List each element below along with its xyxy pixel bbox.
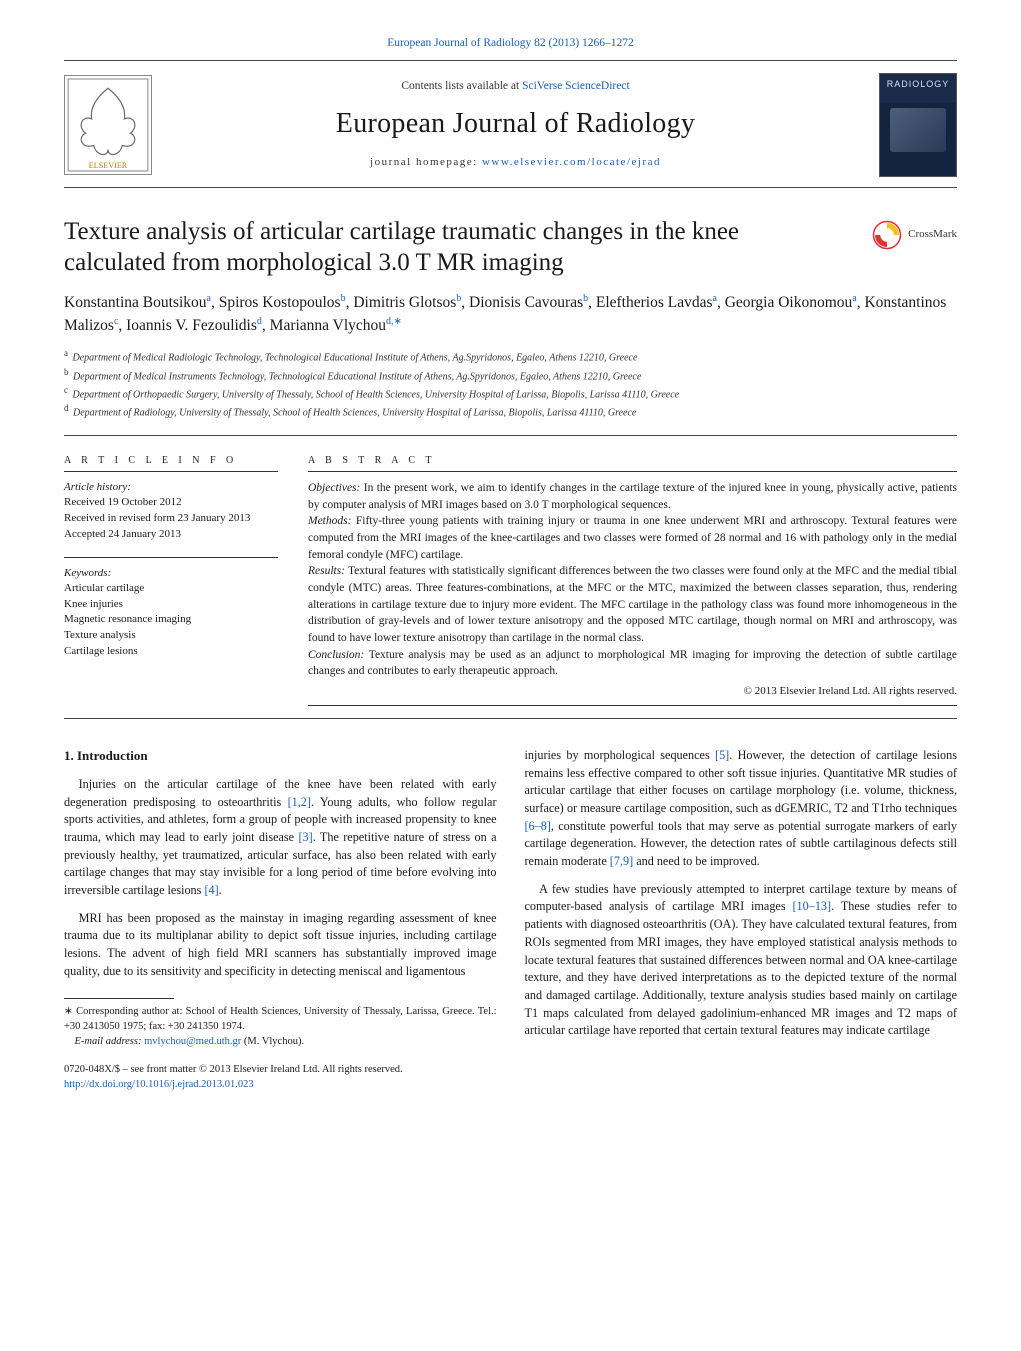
email-suffix: (M. Vlychou). [241,1036,304,1047]
article-title: Texture analysis of articular cartilage … [64,216,824,279]
svg-text:ELSEVIER: ELSEVIER [89,160,128,169]
homepage-link[interactable]: www.elsevier.com/locate/ejrad [482,156,661,168]
keyword-0: Articular cartilage [64,581,278,597]
keywords-block: Keywords: Articular cartilage Knee injur… [64,557,278,661]
ref-4[interactable]: [4] [204,883,218,897]
rule-below-abstract [64,718,957,719]
info-abstract-row: A R T I C L E I N F O Article history: R… [64,454,957,714]
ref-1-2[interactable]: [1,2] [288,795,311,809]
keywords-label: Keywords: [64,566,278,581]
crossmark-badge[interactable]: CrossMark [872,220,957,250]
header-center: Contents lists available at SciVerse Sci… [152,79,879,169]
contents-prefix: Contents lists available at [401,80,522,92]
title-row: Texture analysis of articular cartilage … [64,216,957,279]
objectives-label: Objectives: [308,482,360,494]
body-columns: 1. Introduction Injuries on the articula… [64,747,957,1093]
results-text: Textural features with statistically sig… [308,565,957,644]
intro-para-2: MRI has been proposed as the mainstay in… [64,910,497,981]
keyword-2: Magnetic resonance imaging [64,612,278,628]
rule-top [64,60,957,61]
doi-block: 0720-048X/$ – see front matter © 2013 El… [64,1063,497,1092]
footnote-rule [64,998,174,999]
intro-para-4: A few studies have previously attempted … [525,881,958,1040]
homepage-prefix: journal homepage: [370,156,482,168]
article-info-head: A R T I C L E I N F O [64,454,278,468]
contents-available: Contents lists available at SciVerse Sci… [164,79,867,95]
journal-cover-thumb: RADIOLOGY [879,73,957,177]
rule-above-info [64,435,957,436]
ref-6-8[interactable]: [6–8] [525,819,551,833]
article-info-column: A R T I C L E I N F O Article history: R… [64,454,278,714]
crossmark-label: CrossMark [908,227,957,242]
author-list: Konstantina Boutsikoua, Spiros Kostopoul… [64,292,957,337]
doi-link[interactable]: http://dx.doi.org/10.1016/j.ejrad.2013.0… [64,1079,254,1090]
column-left: 1. Introduction Injuries on the articula… [64,747,497,1093]
affiliation-c: c Department of Orthopaedic Surgery, Uni… [64,384,957,402]
accepted-date: Accepted 24 January 2013 [64,527,278,543]
ref-3[interactable]: [3] [298,830,312,844]
crossmark-icon [872,220,902,250]
history-label: Article history: [64,480,278,495]
abstract-column: A B S T R A C T Objectives: In the prese… [308,454,957,714]
methods-text: Fifty-three young patients with training… [308,515,957,560]
methods-label: Methods: [308,515,351,527]
footnote-text: Corresponding author at: School of Healt… [64,1006,497,1032]
affiliation-a: a Department of Medical Radiologic Techn… [64,347,957,365]
affiliation-b: b Department of Medical Instruments Tech… [64,366,957,384]
received-date: Received 19 October 2012 [64,495,278,511]
ref-7-9[interactable]: [7,9] [610,854,633,868]
intro-para-1: Injuries on the articular cartilage of t… [64,776,497,900]
elsevier-tree-icon: ELSEVIER [67,78,149,172]
conclusion-label: Conclusion: [308,649,364,661]
revised-date: Received in revised form 23 January 2013 [64,511,278,527]
objectives-text: In the present work, we aim to identify … [308,482,957,511]
corresponding-footnote: ∗ Corresponding author at: School of Hea… [64,1005,497,1049]
cover-label: RADIOLOGY [880,78,956,90]
elsevier-logo: ELSEVIER [64,75,152,175]
keyword-3: Texture analysis [64,628,278,644]
corresponding-email-link[interactable]: mvlychou@med.uth.gr [144,1036,241,1047]
keyword-1: Knee injuries [64,597,278,613]
affiliations: a Department of Medical Radiologic Techn… [64,347,957,420]
front-matter-line: 0720-048X/$ – see front matter © 2013 El… [64,1064,403,1075]
rule-header-bottom [64,187,957,188]
abstract-text: Objectives: In the present work, we aim … [308,480,957,680]
section-1-title: 1. Introduction [64,747,497,766]
journal-title: European Journal of Radiology [164,105,867,143]
results-label: Results: [308,565,345,577]
cover-scan-icon [890,108,946,152]
ref-5[interactable]: [5] [715,748,729,762]
running-head-citation: European Journal of Radiology 82 (2013) … [64,36,957,52]
abstract-copyright: © 2013 Elsevier Ireland Ltd. All rights … [308,684,957,699]
ref-10-13[interactable]: [10–13] [792,899,831,913]
column-right: injuries by morphological sequences [5].… [525,747,958,1093]
sciencedirect-link[interactable]: SciVerse ScienceDirect [522,80,630,92]
intro-para-3: injuries by morphological sequences [5].… [525,747,958,871]
footnote-star: ∗ [64,1006,73,1017]
email-label: E-mail address: [75,1036,145,1047]
conclusion-text: Texture analysis may be used as an adjun… [308,649,957,678]
affiliation-d: d Department of Radiology, University of… [64,402,957,420]
keyword-4: Cartilage lesions [64,644,278,660]
citation-link[interactable]: European Journal of Radiology 82 (2013) … [387,37,634,49]
journal-header: ELSEVIER Contents lists available at Sci… [64,65,957,183]
journal-homepage: journal homepage: www.elsevier.com/locat… [164,155,867,170]
abstract-head: A B S T R A C T [308,454,957,468]
